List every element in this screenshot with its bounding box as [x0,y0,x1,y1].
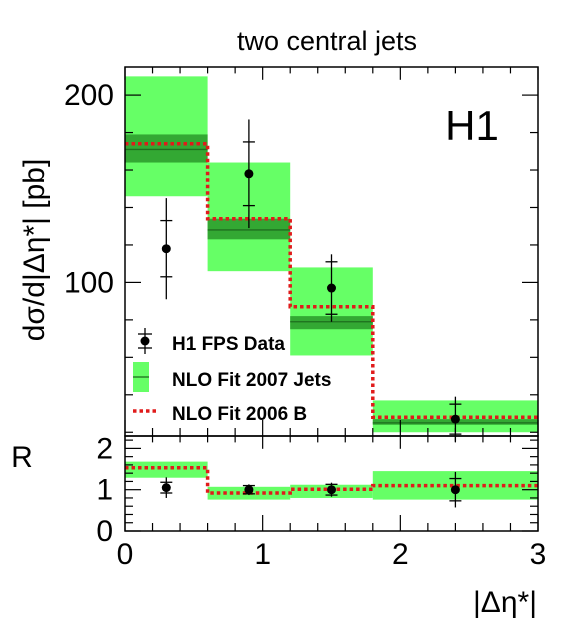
ratio-data-point-0 [161,483,171,493]
ratio-panel: 0 1 2 R [11,432,539,548]
ratio-ytick-label: 2 [96,432,113,465]
ratio-data [160,471,462,508]
x-tick-labels: 0 1 2 3 [117,538,547,571]
x-tick-label: 1 [254,538,271,571]
ratio-data-point-1 [244,485,254,495]
chart-title: two central jets [237,26,417,56]
ratio-axes: 0 1 2 [96,432,539,548]
ratio-ytick-label: 1 [96,474,113,507]
main-data-point-3 [450,414,460,424]
ratio-ytick-label: 0 [96,515,113,548]
legend-nlo2007-label: NLO Fit 2007 Jets [172,370,331,391]
ratio-outer-band-0 [125,461,208,478]
main-bands [125,76,538,433]
legend: H1 FPS Data NLO Fit 2007 Jets NLO Fit 20… [133,328,331,425]
main-inner-band-0 [125,134,208,163]
legend-nlo2006b-label: NLO Fit 2006 B [172,404,307,425]
ratio-frame [124,435,539,532]
legend-data-label: H1 FPS Data [172,334,285,355]
y-axis-label: dσ/d|Δη*| [pb] [18,159,51,342]
legend-data-marker [140,336,150,346]
ratio-data-point-3 [450,485,460,495]
x-tick-label: 0 [117,538,134,571]
main-panel: 100 200 dσ/d|Δη*| [pb] H1 H1 FPS Data NLO… [18,66,539,442]
main-ytick-label: 100 [64,266,114,299]
x-axis-label: |Δη*| [473,586,537,619]
main-data-point-0 [161,244,171,254]
x-tick-label: 3 [530,538,547,571]
main-nlo2006b-step [125,142,538,420]
main-data-point-2 [327,283,336,293]
main-data-point-1 [244,169,254,179]
main-inner-band-2 [290,316,373,330]
x-tick-label: 2 [392,538,409,571]
ratio-data-point-2 [327,485,336,495]
main-ytick-label: 200 [64,79,114,112]
ratio-nlo2006b-step [125,466,538,495]
main-inner-band-1 [207,218,291,240]
experiment-label: H1 [445,102,499,149]
ratio-y-label: R [11,441,33,474]
ratio-lines [125,466,538,495]
